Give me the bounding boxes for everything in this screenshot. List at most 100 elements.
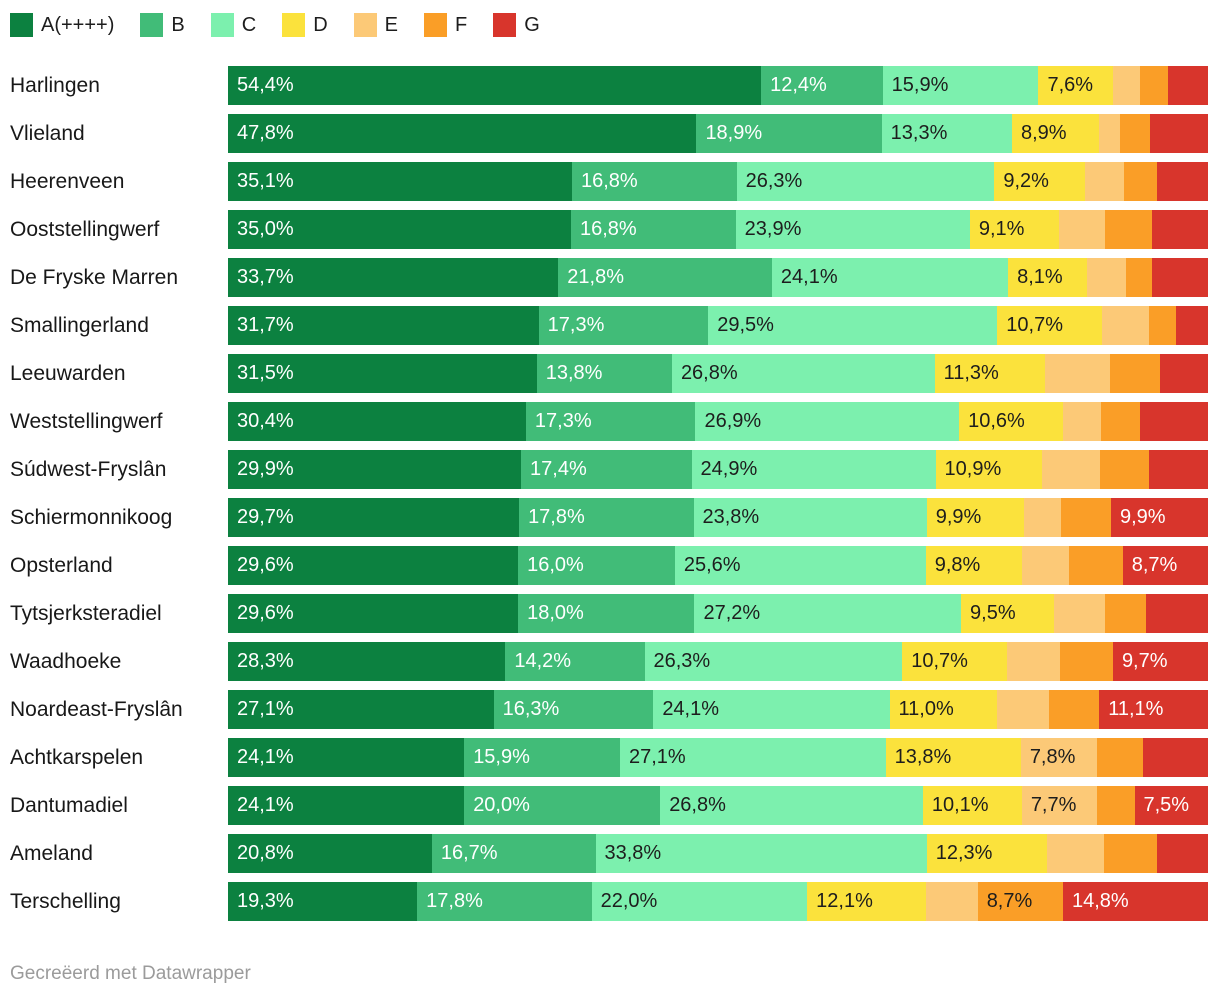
bar-segment-f[interactable] (1097, 786, 1135, 825)
bar-segment-c[interactable]: 26,9% (695, 402, 960, 441)
bar-segment-e[interactable] (1023, 498, 1061, 537)
bar-segment-f[interactable] (1100, 450, 1150, 489)
bar-segment-e[interactable] (1087, 258, 1126, 297)
bar-segment-f[interactable] (1105, 210, 1153, 249)
bar-segment-d[interactable]: 9,2% (994, 162, 1085, 201)
bar-segment-g[interactable] (1167, 66, 1208, 105)
bar-segment-d[interactable]: 8,1% (1008, 258, 1088, 297)
bar-segment-c[interactable]: 26,8% (671, 354, 935, 393)
bar-segment-e[interactable]: 7,7% (1021, 786, 1098, 825)
bar-segment-a[interactable]: 29,7% (228, 498, 520, 537)
bar-segment-e[interactable] (1099, 114, 1120, 153)
bar-segment-c[interactable]: 29,5% (708, 306, 998, 345)
bar-segment-b[interactable]: 20,0% (464, 786, 661, 825)
bar-segment-g[interactable] (1152, 210, 1209, 249)
bar-segment-b[interactable]: 13,8% (536, 354, 672, 393)
bar-segment-g[interactable] (1149, 450, 1208, 489)
bar-segment-g[interactable]: 14,8% (1062, 882, 1208, 921)
bar-segment-c[interactable]: 24,1% (653, 690, 890, 729)
bar-segment-g[interactable] (1150, 114, 1208, 153)
bar-segment-a[interactable]: 54,4% (228, 66, 762, 105)
bar-segment-b[interactable]: 17,8% (417, 882, 592, 921)
bar-segment-a[interactable]: 24,1% (228, 738, 465, 777)
bar-segment-b[interactable]: 14,2% (505, 642, 645, 681)
bar-segment-b[interactable]: 17,3% (538, 306, 709, 345)
bar-segment-b[interactable]: 16,0% (518, 546, 675, 585)
bar-segment-e[interactable] (1047, 834, 1105, 873)
bar-segment-c[interactable]: 26,8% (660, 786, 923, 825)
bar-segment-a[interactable]: 20,8% (228, 834, 432, 873)
bar-segment-b[interactable]: 16,7% (431, 834, 596, 873)
bar-segment-d[interactable]: 11,0% (889, 690, 998, 729)
bar-segment-d[interactable]: 9,5% (961, 594, 1055, 633)
bar-segment-d[interactable]: 11,3% (934, 354, 1046, 393)
bar-segment-c[interactable]: 15,9% (882, 66, 1039, 105)
bar-segment-g[interactable] (1152, 258, 1208, 297)
bar-segment-g[interactable]: 7,5% (1134, 786, 1208, 825)
bar-segment-g[interactable]: 8,7% (1122, 546, 1209, 585)
bar-segment-c[interactable]: 24,9% (691, 450, 936, 489)
bar-segment-a[interactable]: 29,6% (228, 546, 519, 585)
bar-segment-c[interactable]: 22,0% (591, 882, 808, 921)
bar-segment-b[interactable]: 15,9% (464, 738, 620, 777)
bar-segment-f[interactable] (1123, 162, 1158, 201)
bar-segment-e[interactable] (1102, 306, 1150, 345)
bar-segment-d[interactable]: 9,1% (969, 210, 1060, 249)
bar-segment-f[interactable] (1110, 354, 1160, 393)
bar-segment-e[interactable] (1112, 66, 1141, 105)
bar-segment-a[interactable]: 30,4% (228, 402, 526, 441)
bar-segment-b[interactable]: 18,9% (696, 114, 882, 153)
bar-segment-a[interactable]: 28,3% (228, 642, 506, 681)
bar-segment-d[interactable]: 8,9% (1012, 114, 1100, 153)
bar-segment-f[interactable] (1140, 66, 1168, 105)
bar-segment-b[interactable]: 16,8% (571, 162, 737, 201)
bar-segment-c[interactable]: 23,8% (693, 498, 927, 537)
bar-segment-c[interactable]: 27,2% (694, 594, 962, 633)
bar-segment-e[interactable] (1054, 594, 1106, 633)
bar-segment-d[interactable]: 12,3% (926, 834, 1048, 873)
bar-segment-e[interactable] (1059, 210, 1106, 249)
bar-segment-a[interactable]: 31,7% (228, 306, 539, 345)
bar-segment-b[interactable]: 21,8% (558, 258, 772, 297)
bar-segment-f[interactable]: 8,7% (977, 882, 1063, 921)
bar-segment-c[interactable]: 27,1% (620, 738, 886, 777)
bar-segment-f[interactable] (1068, 546, 1123, 585)
bar-segment-b[interactable]: 18,0% (518, 594, 695, 633)
bar-segment-f[interactable] (1060, 642, 1113, 681)
bar-segment-d[interactable]: 9,9% (926, 498, 1024, 537)
bar-segment-c[interactable]: 23,9% (735, 210, 970, 249)
bar-segment-f[interactable] (1101, 402, 1141, 441)
bar-segment-f[interactable] (1149, 306, 1176, 345)
bar-segment-f[interactable] (1104, 834, 1158, 873)
bar-segment-f[interactable] (1060, 498, 1111, 537)
bar-segment-b[interactable]: 12,4% (761, 66, 883, 105)
bar-segment-f[interactable] (1105, 594, 1147, 633)
bar-segment-d[interactable]: 10,9% (935, 450, 1043, 489)
bar-segment-f[interactable] (1049, 690, 1100, 729)
bar-segment-d[interactable]: 9,8% (925, 546, 1022, 585)
bar-segment-a[interactable]: 47,8% (228, 114, 697, 153)
bar-segment-c[interactable]: 33,8% (595, 834, 927, 873)
bar-segment-c[interactable]: 26,3% (736, 162, 995, 201)
bar-segment-e[interactable] (1042, 450, 1101, 489)
bar-segment-d[interactable]: 7,6% (1038, 66, 1113, 105)
bar-segment-g[interactable]: 9,7% (1112, 642, 1208, 681)
bar-segment-a[interactable]: 29,9% (228, 450, 522, 489)
bar-segment-b[interactable]: 17,8% (519, 498, 694, 537)
bar-segment-a[interactable]: 35,1% (228, 162, 572, 201)
bar-segment-e[interactable] (1062, 402, 1102, 441)
bar-segment-f[interactable] (1097, 738, 1144, 777)
bar-segment-e[interactable] (1084, 162, 1124, 201)
bar-segment-a[interactable]: 35,0% (228, 210, 571, 249)
bar-segment-g[interactable]: 9,9% (1110, 498, 1208, 537)
bar-segment-e[interactable] (1021, 546, 1069, 585)
bar-segment-a[interactable]: 27,1% (228, 690, 494, 729)
bar-segment-g[interactable] (1175, 306, 1208, 345)
bar-segment-g[interactable] (1159, 354, 1208, 393)
bar-segment-e[interactable] (925, 882, 978, 921)
bar-segment-f[interactable] (1119, 114, 1151, 153)
bar-segment-e[interactable] (997, 690, 1050, 729)
bar-segment-a[interactable]: 19,3% (228, 882, 418, 921)
bar-segment-b[interactable]: 17,4% (521, 450, 692, 489)
bar-segment-d[interactable]: 13,8% (885, 738, 1021, 777)
